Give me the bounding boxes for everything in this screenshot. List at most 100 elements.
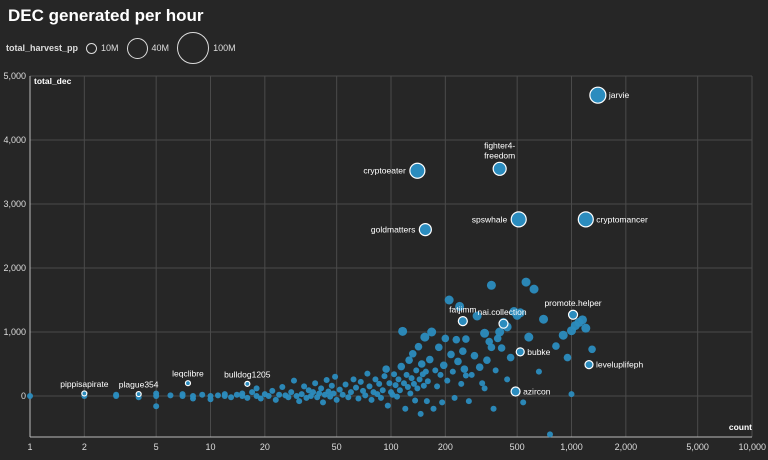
data-point	[558, 330, 568, 340]
highlighted-point	[81, 390, 88, 397]
size-legend: total_harvest_pp 10M 40M 100M	[6, 30, 244, 66]
point-label: fighter4-	[484, 140, 515, 150]
data-point	[244, 394, 251, 401]
chart-title: DEC generated per hour	[8, 6, 204, 25]
data-points	[27, 86, 607, 438]
data-point	[425, 355, 434, 364]
data-point	[430, 405, 437, 412]
point-label: azircon	[523, 387, 551, 397]
data-point	[504, 376, 511, 383]
data-point	[330, 390, 337, 397]
data-point	[265, 393, 272, 399]
data-point	[318, 385, 325, 392]
data-point	[414, 385, 421, 392]
data-point	[437, 371, 444, 378]
data-point	[481, 385, 488, 392]
x-tick-label: 10,000	[738, 442, 766, 452]
x-tick-label: 5,000	[686, 442, 709, 452]
data-point	[486, 280, 496, 290]
point-label: plague354	[119, 380, 159, 390]
data-point	[588, 345, 596, 354]
data-point	[485, 337, 494, 346]
data-point	[362, 392, 369, 399]
point-label: pippisapirate	[60, 379, 108, 389]
data-point	[577, 315, 587, 325]
data-point	[113, 391, 120, 398]
highlighted-point	[244, 380, 251, 387]
x-tick-label: 1,000	[560, 442, 583, 452]
point-label: nai.collection	[477, 307, 526, 317]
legend-label-40m: 40M	[151, 43, 170, 53]
data-point	[487, 343, 496, 352]
data-point	[179, 391, 186, 398]
data-point	[288, 389, 295, 396]
data-point	[207, 396, 214, 403]
data-point	[395, 376, 402, 383]
data-point	[479, 380, 486, 387]
data-point	[447, 350, 455, 359]
data-point	[404, 384, 411, 391]
x-tick-label: 2,000	[615, 442, 638, 452]
data-point	[366, 383, 373, 390]
data-point	[382, 365, 390, 373]
data-point	[408, 375, 415, 382]
data-point	[368, 396, 375, 403]
data-point	[439, 361, 448, 370]
data-point	[167, 392, 174, 399]
highlighted-point	[457, 316, 468, 327]
data-point	[427, 327, 437, 337]
data-point	[269, 387, 276, 394]
point-label: leveluplifeph	[596, 360, 644, 370]
point-label: cryptomancer	[596, 214, 648, 224]
data-point	[333, 396, 340, 403]
data-point	[539, 314, 549, 324]
data-point	[360, 387, 367, 394]
data-point	[420, 332, 430, 342]
data-point	[432, 367, 439, 374]
data-point	[386, 380, 393, 387]
legend-label-100m: 100M	[213, 43, 236, 53]
data-point	[460, 365, 469, 373]
legend-item-100m: 100M	[177, 32, 236, 64]
data-point	[312, 380, 319, 387]
data-point	[293, 393, 300, 399]
data-point	[379, 387, 386, 394]
data-point	[396, 387, 403, 394]
data-point	[316, 390, 323, 397]
data-point	[451, 394, 458, 401]
highlighted-point	[515, 347, 525, 357]
point-label: goldmatters	[371, 225, 415, 235]
y-tick-label: 0	[21, 391, 26, 401]
data-point	[298, 391, 305, 398]
highlighted-point	[184, 380, 192, 387]
data-point	[403, 371, 410, 378]
data-point	[228, 394, 235, 401]
data-point	[394, 393, 401, 400]
point-label: promote.helper	[544, 298, 601, 308]
y-tick-label: 5,000	[3, 71, 26, 81]
data-point	[459, 347, 467, 356]
highlighted-point	[135, 390, 142, 398]
y-axis-title: total_dec	[34, 76, 72, 86]
data-point	[455, 301, 465, 311]
data-point	[506, 353, 515, 362]
data-point	[276, 391, 283, 398]
data-point	[357, 378, 364, 385]
highlighted-point	[498, 318, 509, 329]
data-point	[377, 394, 384, 401]
legend-item-10m: 10M	[86, 42, 119, 54]
data-point	[495, 327, 505, 337]
data-point	[470, 351, 479, 360]
data-point	[420, 382, 427, 389]
data-point	[410, 380, 417, 387]
data-point	[190, 395, 197, 402]
data-point	[398, 326, 408, 336]
data-point	[417, 360, 426, 368]
data-point	[257, 395, 264, 402]
data-point	[272, 396, 279, 403]
data-point	[392, 382, 399, 389]
data-point	[497, 344, 506, 352]
x-axis-title: count	[729, 422, 752, 432]
data-point	[535, 368, 542, 375]
data-point	[416, 376, 423, 383]
